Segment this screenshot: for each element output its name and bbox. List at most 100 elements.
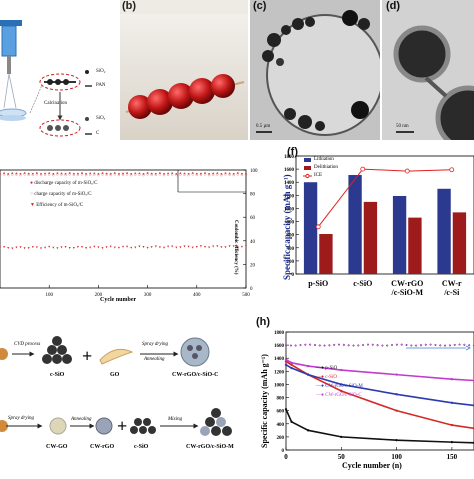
ice-line — [317, 168, 452, 228]
category-label: /c-Si — [443, 288, 460, 297]
cw-rgo-csio-m-cluster — [200, 408, 232, 436]
efficiency-point — [463, 343, 466, 346]
efficiency-point — [405, 344, 408, 346]
legend-entry: —● CW-rGO/c-SiO-M — [316, 384, 363, 389]
efficiency-point — [338, 343, 340, 346]
y-tick-label: 400 — [277, 423, 285, 428]
y-tick-label: 1800 — [274, 331, 285, 336]
efficiency-point — [299, 344, 302, 347]
y-axis-label-f: Specific capacity (mAh g⁻¹) — [282, 174, 292, 280]
bar-delithiation — [319, 234, 333, 274]
ice-point — [404, 168, 410, 174]
data-point — [81, 246, 83, 249]
bar-delithiation — [408, 217, 422, 274]
efficiency-point — [328, 344, 331, 347]
data-point — [212, 245, 215, 248]
efficiency-point — [371, 343, 374, 346]
data-point — [122, 245, 124, 248]
data-point — [44, 246, 47, 249]
data-point — [64, 245, 67, 248]
panel-h-label: (h) — [256, 316, 271, 328]
data-point — [52, 173, 55, 177]
series-point — [284, 363, 288, 366]
data-point — [56, 247, 59, 250]
series-point — [290, 361, 293, 365]
panel-f-label: (f) — [287, 146, 298, 158]
data-point — [245, 244, 247, 247]
data-point — [179, 246, 182, 249]
data-point — [109, 173, 112, 177]
label-annealing-2: Annealing — [71, 417, 92, 422]
data-point — [150, 173, 153, 177]
efficiency-point — [444, 344, 446, 347]
cycle-capacity-chart: 1800 1600 1400 1200 1000 800 600 400 200 0 0 50 100… — [274, 331, 474, 461]
data-point — [113, 173, 117, 176]
category-label: p-SiO — [308, 279, 328, 288]
data-point — [109, 245, 112, 248]
panel-f: 1800 1600 1400 1200 1000 800 600 400 200 0 p-SiO c… — [282, 146, 474, 308]
data-point — [126, 245, 129, 248]
syringe-body — [1, 25, 17, 57]
data-point — [3, 246, 6, 249]
efficiency-point — [448, 344, 451, 347]
series-point — [306, 364, 310, 368]
data-point — [72, 173, 76, 177]
y-tick-label: 1200 — [274, 370, 285, 375]
data-point — [163, 246, 165, 249]
series-point — [306, 373, 310, 376]
data-point — [191, 173, 194, 176]
series-line — [285, 364, 474, 407]
x-tick-label: 200 — [95, 293, 103, 298]
y-tick-label: 1800 — [284, 155, 295, 160]
data-point — [60, 246, 63, 249]
data-point — [48, 245, 51, 248]
series-point — [395, 438, 398, 442]
efficiency-point — [347, 344, 350, 347]
data-point — [216, 245, 219, 248]
panel-b-label: (b) — [122, 0, 137, 12]
data-point — [125, 173, 129, 176]
bar-lithiation — [348, 175, 362, 274]
label-cw-rgo: CW-rGO — [90, 444, 115, 450]
bar-lithiation — [303, 182, 318, 274]
data-point — [162, 173, 166, 177]
data-point — [88, 173, 92, 176]
series-line — [285, 409, 474, 444]
data-point — [187, 173, 190, 177]
data-point — [7, 247, 10, 250]
label-product-m: CW-rGO/c-SiO-M — [186, 444, 234, 450]
series-point — [284, 360, 288, 363]
label-calcination: Calcination — [44, 101, 68, 106]
series-point — [290, 363, 293, 366]
panel-c-label: (c) — [253, 0, 267, 12]
efficiency-point — [304, 343, 307, 346]
efficiency-point — [468, 344, 471, 347]
data-point — [146, 173, 149, 176]
series-point — [284, 358, 288, 361]
data-point — [170, 173, 174, 176]
data-point — [35, 246, 38, 249]
efficiency-point — [391, 344, 393, 347]
efficiency-point — [323, 344, 326, 347]
data-point — [228, 245, 231, 248]
y-tick-label: 1200 — [284, 194, 295, 199]
electrospinning-schematic — [0, 20, 92, 137]
cw-rgo-particle — [95, 417, 113, 435]
data-point — [11, 173, 14, 176]
data-point — [187, 245, 190, 248]
y-tick-label: 1600 — [274, 344, 285, 349]
y-tick-label: 800 — [287, 221, 295, 226]
data-point — [195, 173, 199, 177]
label-siox: SiOₓ — [96, 116, 106, 121]
data-point — [154, 173, 158, 177]
data-point — [105, 173, 108, 176]
tem-image-d — [382, 0, 474, 140]
legend-lithiation: Lithiation — [314, 157, 334, 162]
y-tick-label: 1000 — [274, 383, 285, 388]
data-point — [23, 247, 26, 250]
data-point — [175, 173, 178, 177]
label-spray-drying-2: Spray drying — [8, 416, 34, 421]
data-point — [240, 245, 243, 248]
jet — [3, 73, 17, 109]
y-tick-label: 600 — [287, 234, 295, 239]
